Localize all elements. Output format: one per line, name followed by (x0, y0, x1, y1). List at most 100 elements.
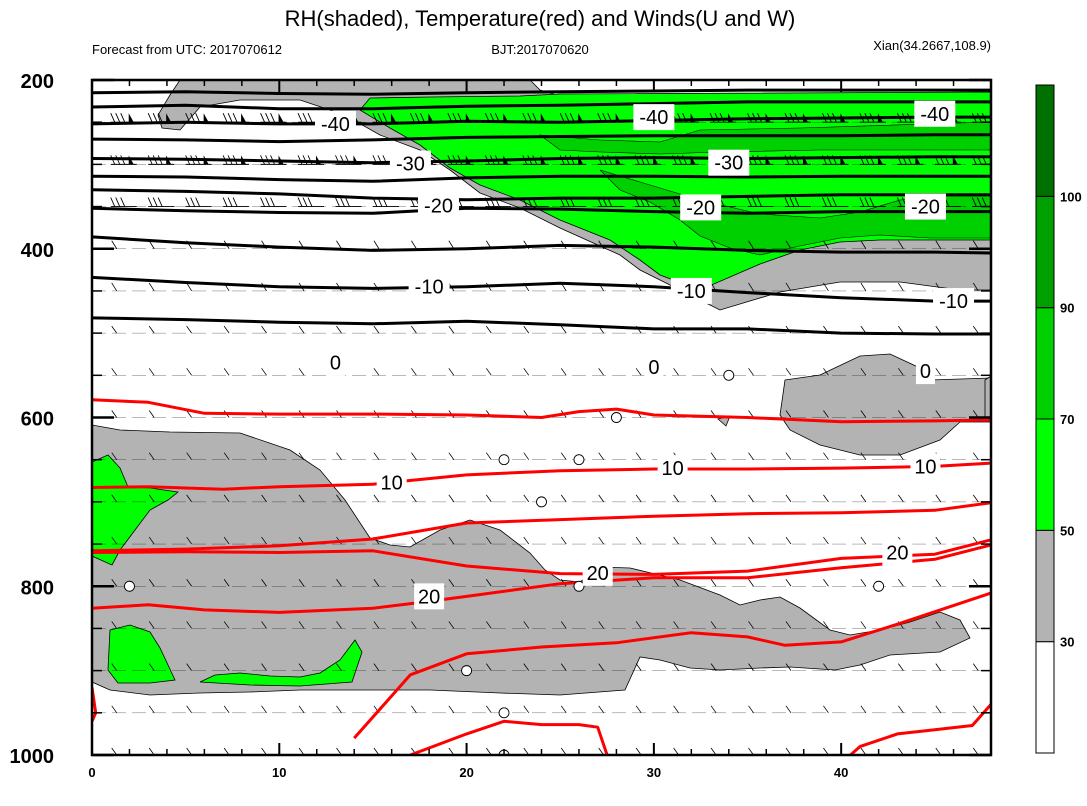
wind-barb-pennant (279, 71, 284, 80)
wind-barb (448, 325, 455, 334)
wind-barb (336, 325, 342, 334)
wind-barb-pennant (241, 71, 246, 80)
calm-circle (498, 454, 510, 466)
wind-barb (747, 197, 774, 208)
isotherm-10 (92, 461, 991, 491)
wind-barb (898, 368, 904, 376)
wind-barb (898, 705, 904, 714)
wind-barb (673, 621, 679, 629)
wind-barb (635, 452, 642, 460)
calm-circle (723, 369, 735, 381)
wind-barb (710, 368, 717, 376)
wind-barb (785, 536, 792, 545)
wind-barb (785, 579, 792, 587)
rh-darkgreen-patch (599, 169, 991, 256)
isotherm--30 (92, 133, 991, 144)
wind-barb-pennant (915, 71, 920, 80)
isotherm-30 (849, 703, 991, 755)
wind-barb-pennant (391, 71, 396, 80)
wind-barb-pennant (428, 113, 434, 123)
wind-barb (111, 368, 118, 376)
wind-barb (598, 452, 605, 460)
isotherm-10 (92, 398, 991, 424)
wind-barb (523, 621, 530, 629)
wind-barb (597, 197, 624, 208)
wind-barb (897, 80, 924, 81)
contour-label-box (417, 192, 459, 219)
wind-barb (523, 325, 530, 334)
contour-label: 0 (648, 357, 659, 379)
wind-barb (260, 113, 287, 123)
isotherm--20 (92, 206, 991, 215)
wind-barb (823, 452, 829, 460)
wind-barb-pennant (204, 71, 209, 80)
wind-barb (672, 155, 699, 165)
wind-barb (523, 536, 530, 545)
isotherm-20 (92, 538, 991, 576)
wind-barb (860, 579, 867, 587)
contour-label: 20 (587, 563, 609, 585)
wind-barb (673, 368, 679, 376)
wind-barb (372, 155, 399, 165)
wind-barb (373, 663, 380, 671)
wind-barb-pennant (503, 71, 508, 80)
wind-barb (298, 80, 325, 81)
calm-circle (124, 580, 135, 592)
colorbar-tick-label: 70 (1060, 412, 1074, 427)
wind-barb (635, 579, 642, 587)
rh-colorbar: 30 50 70 90 100 (1035, 84, 1082, 754)
wind-barb (598, 536, 605, 545)
wind-barb (635, 80, 662, 81)
wind-barb (261, 452, 267, 460)
wind-barb-pennant (316, 71, 321, 80)
wind-barb (560, 621, 567, 629)
wind-barb (335, 155, 362, 165)
wind-barb (898, 579, 904, 587)
contour-label-box (708, 149, 750, 176)
colorbar-tick-label: 50 (1060, 523, 1074, 538)
wind-barb (298, 621, 305, 629)
contour-label: -30 (714, 153, 743, 175)
wind-barb (261, 494, 267, 503)
wind-barb-pennant (691, 71, 696, 80)
wind-barb (298, 705, 305, 714)
wind-barb (261, 621, 267, 629)
contour-label-box (933, 288, 975, 315)
wind-barb (298, 579, 305, 587)
wind-barb (972, 452, 979, 460)
wind-barb (635, 536, 642, 545)
wind-barb-pennant (803, 71, 808, 80)
rh-gray-right-edge (984, 375, 991, 421)
wind-barb (411, 663, 417, 671)
wind-barb (748, 282, 754, 292)
wind-barb (111, 325, 118, 334)
wind-barb (111, 705, 118, 714)
wind-barb (523, 705, 530, 714)
wind-barb-pennant (578, 71, 583, 80)
wind-barb (673, 579, 679, 587)
wind-barb (710, 705, 717, 714)
wind-barb (935, 621, 942, 629)
wind-barb (748, 240, 754, 249)
contour-label-box (633, 104, 675, 131)
wind-barb (560, 663, 567, 671)
wind-barb (748, 368, 754, 376)
wind-barb-pennant (128, 113, 134, 123)
wind-barb (336, 494, 342, 503)
wind-barb (223, 579, 230, 587)
wind-barb (110, 80, 137, 81)
contour-label-box (389, 150, 431, 177)
wind-barb (634, 155, 662, 165)
wind-barb (748, 705, 754, 714)
contour-label: -30 (396, 154, 425, 176)
wind-barb (560, 80, 587, 81)
wind-barb (411, 494, 417, 503)
wind-barb (485, 579, 492, 587)
colorbar-segment (1035, 529, 1055, 643)
isotherm--40 (92, 115, 991, 126)
wind-barb (411, 452, 417, 460)
wind-barb (223, 80, 250, 81)
wind-barb-pennant (953, 71, 958, 80)
contour-label: 20 (418, 586, 440, 608)
